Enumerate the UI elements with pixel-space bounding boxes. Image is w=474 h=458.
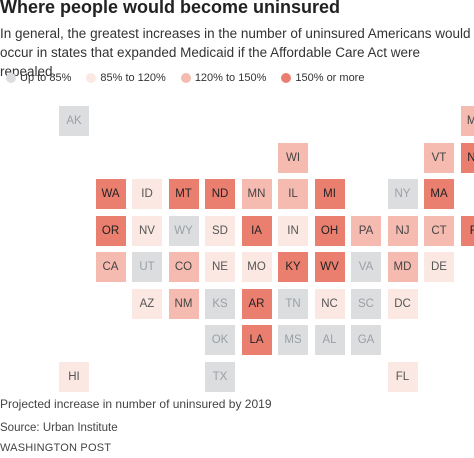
state-tile-ms: MS: [278, 325, 308, 355]
state-tile-mi: MI: [314, 179, 345, 209]
legend-item-85-to-120: 85% to 120%: [86, 72, 166, 84]
state-tile-oh: OH: [314, 215, 345, 246]
state-tile-ky: KY: [278, 252, 308, 282]
state-tile-wy: WY: [168, 215, 199, 246]
chart-title: Where people would become uninsured: [0, 0, 341, 17]
state-tile-ga: GA: [351, 325, 381, 355]
state-tile-vt: VT: [424, 142, 454, 173]
state-tile-ny: NY: [387, 179, 418, 209]
source-note: Source: Urban Institute: [0, 422, 118, 434]
state-tile-de: DE: [424, 252, 454, 282]
credit: WASHINGTON POST: [0, 442, 112, 454]
state-tile-wi: WI: [278, 142, 308, 173]
state-tile-nd: ND: [205, 179, 235, 209]
state-tile-sd: SD: [205, 215, 235, 246]
state-tile-ma: MA: [424, 179, 454, 209]
state-tile-nm: NM: [168, 288, 199, 319]
state-tile-mo: MO: [241, 252, 272, 282]
state-tile-sc: SC: [351, 288, 381, 319]
legend-label: 120% to 150%: [194, 72, 267, 84]
state-tile-mn: MN: [241, 179, 272, 209]
state-tile-hi: HI: [59, 361, 89, 392]
state-tile-ar: AR: [241, 288, 272, 319]
state-tile-nj: NJ: [387, 215, 418, 246]
state-tile-tn: TN: [278, 288, 308, 319]
state-tile-ak: AK: [59, 106, 89, 136]
state-tile-ut: UT: [132, 252, 162, 282]
state-tile-al: AL: [314, 325, 345, 355]
legend-swatch: [281, 73, 292, 83]
state-tile-wa: WA: [95, 179, 126, 209]
state-tile-me: ME: [460, 106, 474, 136]
state-tile-fl: FL: [387, 361, 418, 392]
state-tile-la: LA: [241, 325, 272, 355]
legend-item-up-to-85: Up to 85%: [6, 72, 71, 84]
state-tile-pa: PA: [351, 215, 381, 246]
state-tile-wv: WV: [314, 252, 345, 282]
legend: Up to 85% 85% to 120% 120% to 150% 150% …: [6, 70, 379, 86]
state-tile-ia: IA: [241, 215, 272, 246]
state-tile-md: MD: [387, 252, 418, 282]
legend-label: 85% to 120%: [100, 72, 166, 84]
state-tile-co: CO: [168, 252, 199, 282]
state-tile-nh: NH: [460, 142, 474, 173]
state-tile-mt: MT: [168, 179, 199, 209]
state-tile-ct: CT: [424, 215, 454, 246]
state-tile-ri: RI: [460, 215, 474, 246]
legend-swatch: [6, 73, 16, 83]
legend-swatch: [180, 73, 191, 83]
state-tile-ca: CA: [95, 252, 126, 282]
state-tile-ok: OK: [205, 325, 235, 355]
footnote: Projected increase in number of uninsure…: [0, 397, 272, 411]
state-tile-in: IN: [278, 215, 308, 246]
state-tile-nv: NV: [132, 215, 162, 246]
legend-item-120-to-150: 120% to 150%: [180, 72, 267, 84]
state-tile-or: OR: [95, 215, 126, 246]
state-tile-tx: TX: [205, 361, 235, 392]
state-tile-ks: KS: [205, 288, 235, 319]
state-tile-id: ID: [132, 179, 162, 209]
legend-label: 150% or more: [295, 72, 365, 84]
legend-swatch: [86, 73, 97, 83]
state-tile-il: IL: [278, 179, 308, 209]
state-tile-dc: DC: [387, 288, 418, 319]
legend-label: Up to 85%: [20, 72, 72, 84]
state-tile-nc: NC: [314, 288, 345, 319]
state-tile-az: AZ: [132, 288, 162, 319]
state-tile-ne: NE: [205, 252, 235, 282]
state-tile-va: VA: [351, 252, 381, 282]
legend-item-150-or-more: 150% or more: [281, 72, 364, 84]
